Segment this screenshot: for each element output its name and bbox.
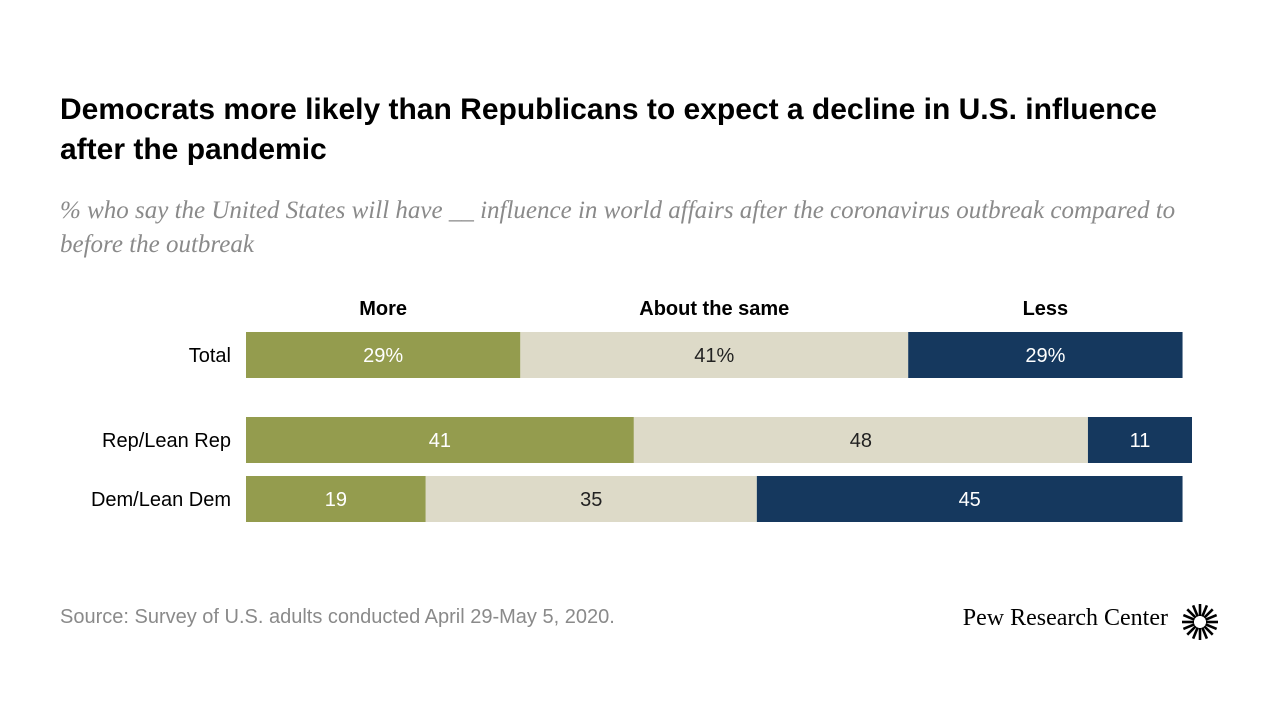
logo-ray xyxy=(1205,613,1218,621)
logo-ray xyxy=(1203,608,1214,619)
logo-ray xyxy=(1191,604,1199,617)
data-label-less-total: 29% xyxy=(1025,345,1065,367)
chart-subtitle: % who say the United States will have __… xyxy=(60,197,1176,258)
bar-more-total xyxy=(246,332,521,378)
source-note: Source: Survey of U.S. adults conducted … xyxy=(60,606,615,628)
category-label-total: Total xyxy=(189,345,231,367)
logo-ray xyxy=(1182,623,1195,631)
data-label-less-rep-lean-rep: 11 xyxy=(1130,430,1151,452)
data-label-more-dem-lean-dem: 19 xyxy=(325,489,347,511)
logo-ray xyxy=(1186,608,1197,619)
bar-about-the-same-rep-lean-rep xyxy=(633,417,1088,463)
legend-label-about-the-same: About the same xyxy=(639,298,789,320)
bar-about-the-same-total xyxy=(520,332,909,378)
data-label-about-the-same-dem-lean-dem: 35 xyxy=(580,489,602,511)
legend-label-more: More xyxy=(359,298,407,320)
bar-more-dem-lean-dem xyxy=(246,476,426,522)
brand-name: Pew Research Center xyxy=(962,605,1168,631)
category-label-dem-lean-dem: Dem/Lean Dem xyxy=(91,489,231,511)
bar-less-total xyxy=(908,332,1183,378)
logo-ray xyxy=(1201,627,1209,640)
bar-about-the-same-dem-lean-dem xyxy=(425,476,757,522)
logo-ray xyxy=(1191,627,1199,640)
logo-ray xyxy=(1182,613,1195,621)
data-label-more-rep-lean-rep: 41 xyxy=(429,430,451,452)
data-label-about-the-same-rep-lean-rep: 48 xyxy=(850,430,872,452)
logo-ray xyxy=(1205,623,1218,631)
bar-less-dem-lean-dem xyxy=(756,476,1183,522)
pew-logo-icon xyxy=(1182,604,1218,640)
logo-ray xyxy=(1186,625,1197,636)
category-label-rep-lean-rep: Rep/Lean Rep xyxy=(102,430,231,452)
legend-label-less: Less xyxy=(1023,298,1069,320)
data-label-about-the-same-total: 41% xyxy=(694,345,734,367)
data-label-less-dem-lean-dem: 45 xyxy=(959,489,981,511)
bar-less-rep-lean-rep xyxy=(1087,417,1192,463)
bar-more-rep-lean-rep xyxy=(246,417,634,463)
logo-ray xyxy=(1201,604,1209,617)
data-label-more-total: 29% xyxy=(363,345,403,367)
chart-title: Democrats more likely than Republicans t… xyxy=(60,93,1157,166)
logo-ray xyxy=(1203,625,1214,636)
